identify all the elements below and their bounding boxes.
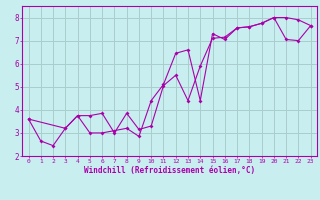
X-axis label: Windchill (Refroidissement éolien,°C): Windchill (Refroidissement éolien,°C) (84, 166, 255, 175)
